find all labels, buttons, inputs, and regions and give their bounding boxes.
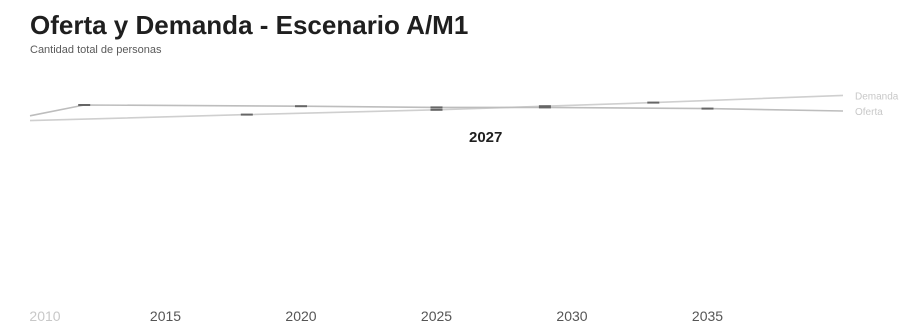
x-tick-label: 2020 <box>285 308 316 324</box>
data-point <box>430 108 443 111</box>
data-point <box>701 107 714 110</box>
data-point <box>430 106 443 109</box>
data-point <box>240 113 253 116</box>
series-label-oferta: Oferta <box>855 107 883 118</box>
highlight-year-label: 2027 <box>469 129 502 146</box>
x-tick-label: 2035 <box>692 308 723 324</box>
chart-title: Oferta y Demanda - Escenario A/M1 <box>30 10 469 40</box>
data-point <box>538 106 551 109</box>
data-point <box>647 101 660 104</box>
x-tick-label: 2015 <box>150 308 181 324</box>
data-point <box>538 105 551 108</box>
chart-subtitle: Cantidad total de personas <box>30 44 162 56</box>
x-tick-label: 2025 <box>421 308 452 324</box>
x-tick-label: 2030 <box>556 308 587 324</box>
x-tick-label: 2010 <box>29 308 60 324</box>
data-point <box>78 104 91 106</box>
data-point <box>295 105 307 108</box>
series-label-demanda: Demanda <box>855 91 899 102</box>
